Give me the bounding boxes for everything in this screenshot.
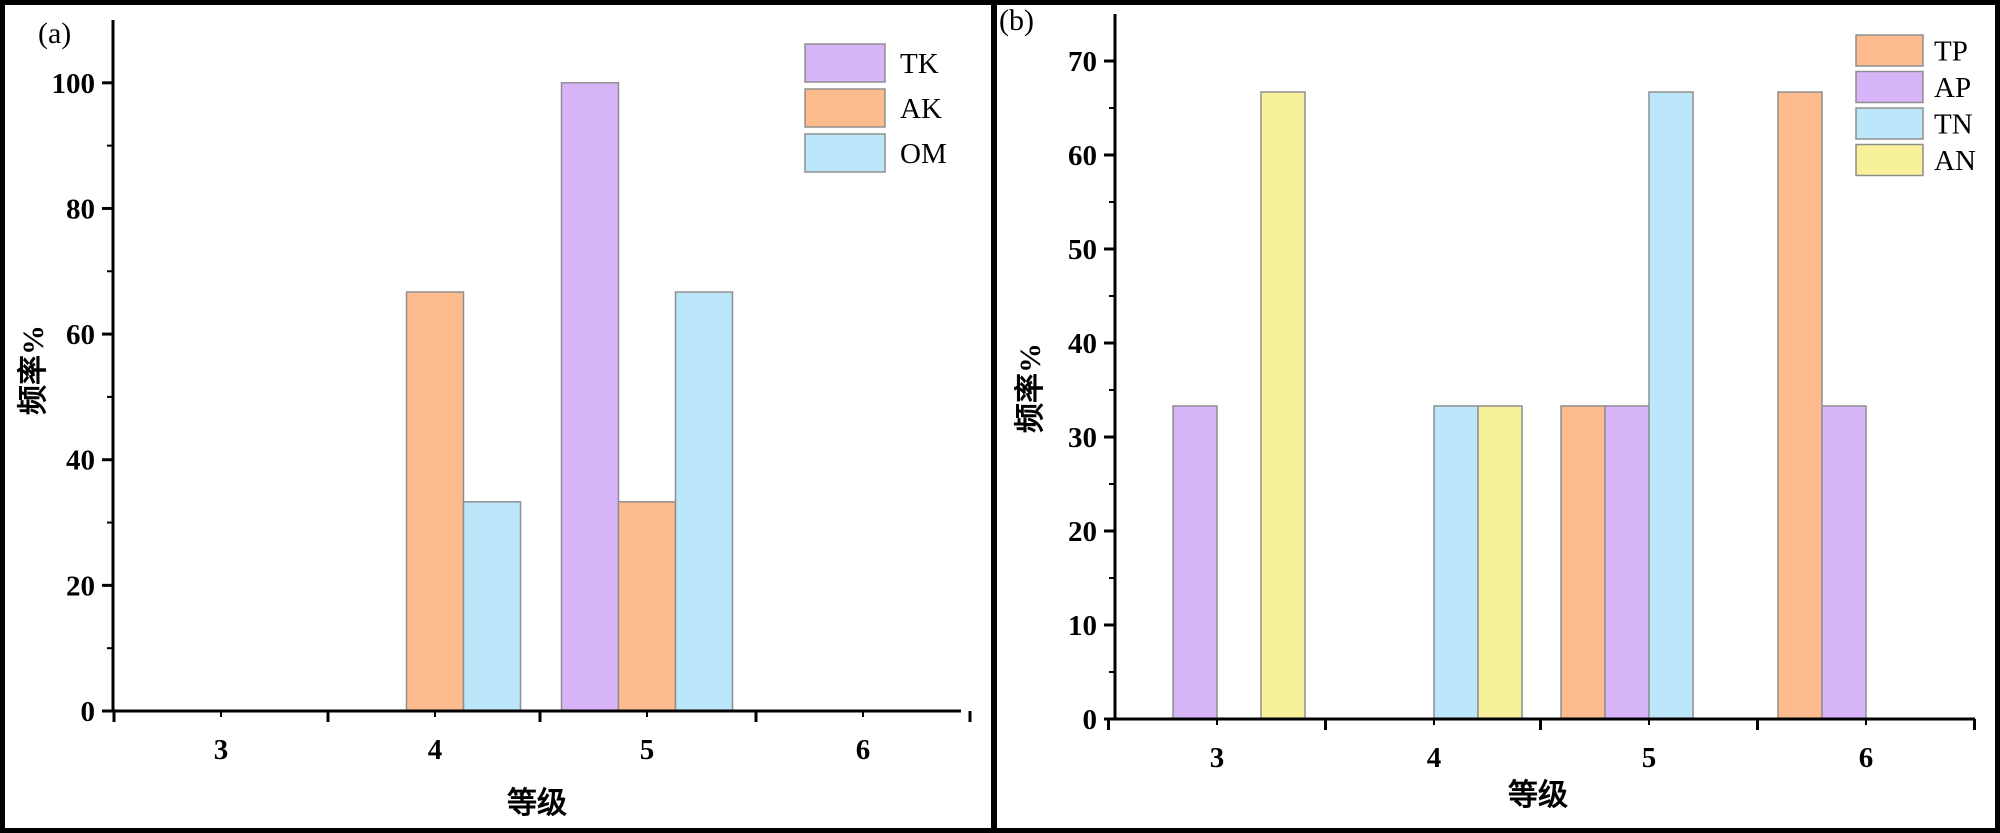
x-tick-label: 3 [1210,742,1225,774]
legend-label-tp: TP [1934,36,1968,68]
bar-om-5 [674,291,734,712]
legend-swatch-ak [804,88,886,128]
bar-tn-4 [1433,405,1479,720]
bar-tn-5 [1648,91,1694,720]
y-tick-label: 40 [66,445,95,477]
bar-an-3 [1260,91,1306,720]
y-tick-label: 10 [1068,610,1097,642]
legend-swatch-tp [1855,34,1924,67]
y-tick-label: 20 [1068,516,1097,548]
y-tick-label: 60 [1068,140,1097,172]
legend-swatch-tn [1855,107,1924,140]
bar-ak-5 [617,501,677,712]
bar-om-4 [462,501,522,712]
y-tick-label: 80 [66,193,95,225]
bar-tp-6 [1777,91,1823,720]
legend-swatch-om [804,133,886,173]
x-tick-label: 4 [428,734,443,766]
x-tick-label: 5 [640,734,655,766]
panel-label: (b) [999,5,1034,37]
legend-label-tn: TN [1934,109,1973,141]
x-tick-label: 6 [1859,742,1874,774]
y-tick-label: 30 [1068,422,1097,454]
y-tick-label: 60 [66,319,95,351]
bar-ap-3 [1172,405,1218,720]
x-tick-label: 3 [214,734,229,766]
bar-tp-5 [1560,405,1606,720]
y-tick-label: 50 [1068,234,1097,266]
bar-ap-6 [1821,405,1867,720]
y-tick-label: 20 [66,570,95,602]
bar-tk-5 [560,82,620,712]
chart-b-svg: 0 10 20 30 40 50 60 70 3 4 5 6 等级 频率% (b) TP AP TN AN [999,5,1976,812]
y-axis-title: 频率% [1014,343,1047,433]
legend-label-tk: TK [900,48,939,80]
legend-swatch-tk [804,43,886,83]
legend-label-ak: AK [900,93,942,125]
y-tick-label: 0 [81,696,96,728]
x-axis-title: 等级 [1508,778,1568,812]
x-tick-label: 6 [856,734,871,766]
x-axis-title: 等级 [507,786,567,820]
legend-label-ap: AP [1934,72,1971,104]
chart-a-svg: 0 20 40 60 80 100 3 4 5 6 等级 频率% (a) TK AK OM [17,17,972,820]
legend-label-an: AN [1934,145,1976,177]
y-axis-title: 频率% [17,325,50,415]
legend-swatch-an [1855,143,1924,177]
legend-label-om: OM [900,138,947,170]
x-tick-label: 4 [1427,742,1442,774]
bar-an-4 [1477,405,1523,720]
legend-swatch-ap [1855,70,1924,104]
bar-ap-5 [1604,405,1650,720]
y-tick-label: 0 [1083,704,1098,736]
chart-panel-b: 0 10 20 30 40 50 60 70 3 4 5 6 等级 频率% (b) TP AP TN AN [997,5,1995,828]
bar-ak-4 [405,291,465,712]
x-tick-label: 5 [1642,742,1657,774]
y-tick-label: 100 [52,68,96,100]
panel-label: (a) [38,17,71,50]
y-tick-label: 70 [1068,46,1097,78]
y-tick-label: 40 [1068,328,1097,360]
chart-panel-a: 0 20 40 60 80 100 3 4 5 6 等级 频率% (a) TK AK OM [5,5,991,828]
